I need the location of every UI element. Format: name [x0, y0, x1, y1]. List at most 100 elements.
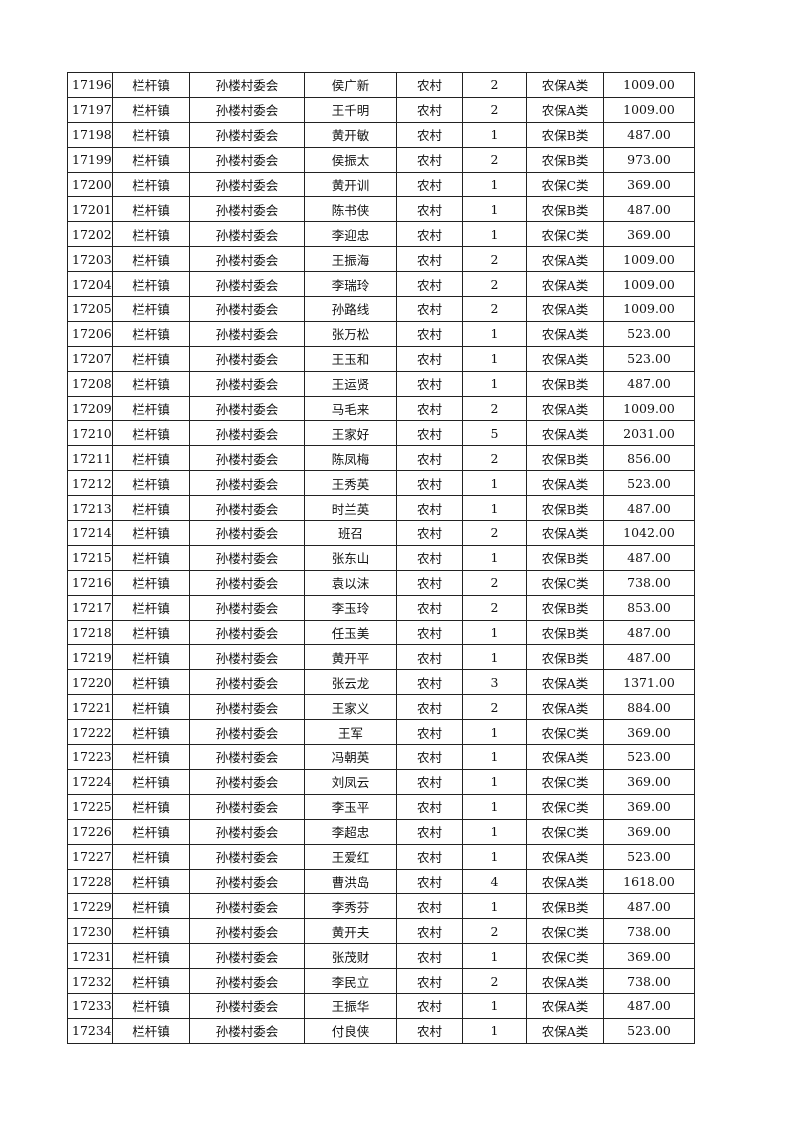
insurance-category-cell: 农保C类: [526, 818, 604, 845]
insurance-category-cell: 农保C类: [526, 943, 604, 970]
insurance-category-cell: 农保C类: [526, 719, 604, 746]
household-type-cell: 农村: [396, 395, 463, 422]
record-id-cell: 17222: [67, 719, 113, 746]
table-row: 17231 栏杆镇 孙楼村委会 张茂财 农村 1 农保C类 369.00: [67, 943, 695, 970]
village-committee-cell: 孙楼村委会: [189, 72, 305, 98]
people-count-cell: 1: [462, 943, 527, 970]
insurance-category-cell: 农保A类: [526, 420, 604, 447]
person-name-cell: 李秀芬: [304, 893, 397, 920]
town-cell: 栏杆镇: [112, 768, 190, 795]
table-row: 17221 栏杆镇 孙楼村委会 王家义 农村 2 农保A类 884.00: [67, 694, 695, 721]
amount-cell: 369.00: [603, 793, 695, 820]
people-count-cell: 1: [462, 470, 527, 497]
town-cell: 栏杆镇: [112, 520, 190, 546]
people-count-cell: 2: [462, 445, 527, 472]
household-type-cell: 农村: [396, 943, 463, 970]
town-cell: 栏杆镇: [112, 370, 190, 397]
village-committee-cell: 孙楼村委会: [189, 569, 305, 596]
town-cell: 栏杆镇: [112, 619, 190, 646]
record-id-cell: 17211: [67, 445, 113, 472]
amount-cell: 487.00: [603, 196, 695, 223]
town-cell: 栏杆镇: [112, 793, 190, 820]
record-id-cell: 17205: [67, 296, 113, 322]
person-name-cell: 孙路线: [304, 296, 397, 322]
amount-cell: 523.00: [603, 320, 695, 347]
person-name-cell: 袁以沫: [304, 569, 397, 596]
household-type-cell: 农村: [396, 296, 463, 322]
household-type-cell: 农村: [396, 1017, 463, 1044]
town-cell: 栏杆镇: [112, 72, 190, 98]
town-cell: 栏杆镇: [112, 296, 190, 322]
household-type-cell: 农村: [396, 146, 463, 173]
table-row: 17218 栏杆镇 孙楼村委会 任玉美 农村 1 农保B类 487.00: [67, 619, 695, 646]
people-count-cell: 1: [462, 196, 527, 223]
people-count-cell: 4: [462, 868, 527, 895]
amount-cell: 369.00: [603, 943, 695, 970]
town-cell: 栏杆镇: [112, 121, 190, 148]
people-count-cell: 1: [462, 121, 527, 148]
table-row: 17232 栏杆镇 孙楼村委会 李民立 农村 2 农保A类 738.00: [67, 968, 695, 994]
table-row: 17211 栏杆镇 孙楼村委会 陈凤梅 农村 2 农保B类 856.00: [67, 445, 695, 472]
household-type-cell: 农村: [396, 619, 463, 646]
people-count-cell: 1: [462, 495, 527, 522]
household-type-cell: 农村: [396, 196, 463, 223]
table-row: 17198 栏杆镇 孙楼村委会 黄开敏 农村 1 农保B类 487.00: [67, 121, 695, 148]
village-committee-cell: 孙楼村委会: [189, 544, 305, 571]
person-name-cell: 王军: [304, 719, 397, 746]
town-cell: 栏杆镇: [112, 893, 190, 920]
village-committee-cell: 孙楼村委会: [189, 694, 305, 721]
table-body: 17196 栏杆镇 孙楼村委会 侯广新 农村 2 农保A类 1009.00 17197 栏杆镇 孙楼…: [67, 72, 695, 1044]
village-committee-cell: 孙楼村委会: [189, 843, 305, 870]
town-cell: 栏杆镇: [112, 395, 190, 422]
town-cell: 栏杆镇: [112, 594, 190, 621]
village-committee-cell: 孙楼村委会: [189, 271, 305, 298]
people-count-cell: 2: [462, 918, 527, 945]
amount-cell: 369.00: [603, 171, 695, 198]
village-committee-cell: 孙楼村委会: [189, 221, 305, 248]
town-cell: 栏杆镇: [112, 171, 190, 198]
person-name-cell: 王振华: [304, 992, 397, 1019]
amount-cell: 487.00: [603, 370, 695, 397]
village-committee-cell: 孙楼村委会: [189, 1017, 305, 1044]
amount-cell: 369.00: [603, 221, 695, 248]
town-cell: 栏杆镇: [112, 96, 190, 123]
village-committee-cell: 孙楼村委会: [189, 868, 305, 895]
people-count-cell: 2: [462, 520, 527, 546]
household-type-cell: 农村: [396, 96, 463, 123]
amount-cell: 1009.00: [603, 271, 695, 298]
village-committee-cell: 孙楼村委会: [189, 320, 305, 347]
household-type-cell: 农村: [396, 320, 463, 347]
record-id-cell: 17203: [67, 246, 113, 273]
record-id-cell: 17207: [67, 345, 113, 372]
insurance-category-cell: 农保A类: [526, 271, 604, 298]
amount-cell: 369.00: [603, 818, 695, 845]
insurance-category-cell: 农保C类: [526, 918, 604, 945]
insurance-category-cell: 农保B类: [526, 893, 604, 920]
household-type-cell: 农村: [396, 246, 463, 273]
record-id-cell: 17210: [67, 420, 113, 447]
record-id-cell: 17200: [67, 171, 113, 198]
table-row: 17228 栏杆镇 孙楼村委会 曹洪岛 农村 4 农保A类 1618.00: [67, 868, 695, 895]
town-cell: 栏杆镇: [112, 271, 190, 298]
person-name-cell: 张东山: [304, 544, 397, 571]
people-count-cell: 2: [462, 594, 527, 621]
person-name-cell: 黄开敏: [304, 121, 397, 148]
record-id-cell: 17218: [67, 619, 113, 646]
person-name-cell: 任玉美: [304, 619, 397, 646]
insurance-category-cell: 农保B类: [526, 196, 604, 223]
town-cell: 栏杆镇: [112, 669, 190, 696]
people-count-cell: 1: [462, 370, 527, 397]
table-row: 17199 栏杆镇 孙楼村委会 侯振太 农村 2 农保B类 973.00: [67, 146, 695, 173]
village-committee-cell: 孙楼村委会: [189, 171, 305, 198]
household-type-cell: 农村: [396, 72, 463, 98]
household-type-cell: 农村: [396, 420, 463, 447]
insurance-category-cell: 农保B类: [526, 594, 604, 621]
record-id-cell: 17202: [67, 221, 113, 248]
table-row: 17213 栏杆镇 孙楼村委会 时兰英 农村 1 农保B类 487.00: [67, 495, 695, 522]
person-name-cell: 王运贤: [304, 370, 397, 397]
people-count-cell: 1: [462, 719, 527, 746]
person-name-cell: 张云龙: [304, 669, 397, 696]
table-row: 17220 栏杆镇 孙楼村委会 张云龙 农村 3 农保A类 1371.00: [67, 669, 695, 696]
table-row: 17208 栏杆镇 孙楼村委会 王运贤 农村 1 农保B类 487.00: [67, 370, 695, 397]
person-name-cell: 黄开夫: [304, 918, 397, 945]
